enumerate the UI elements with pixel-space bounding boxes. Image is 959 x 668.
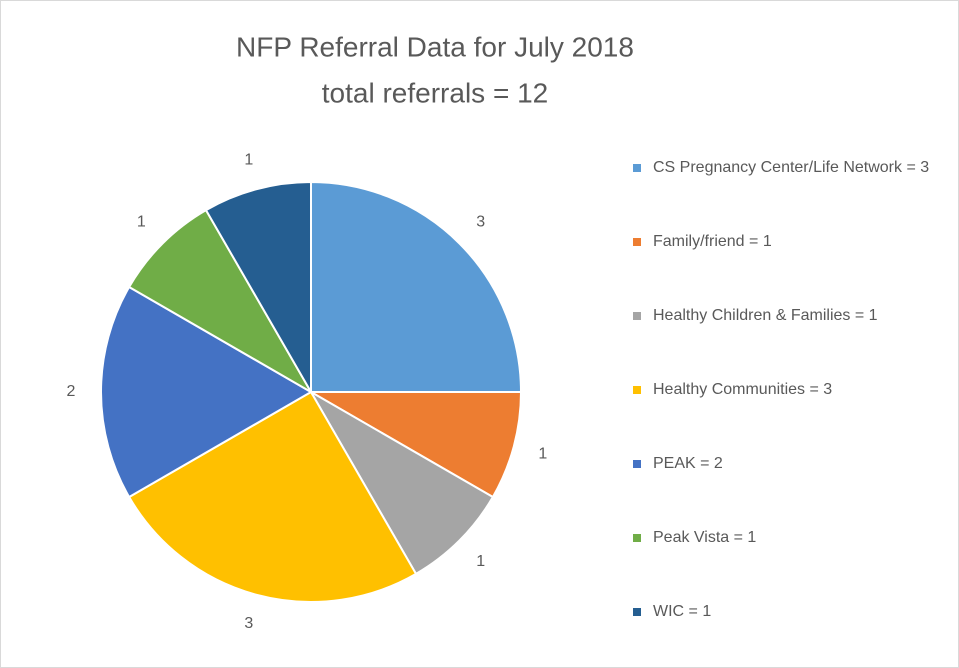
data-label: 2 <box>67 383 76 400</box>
legend-label: Peak Vista = 1 <box>653 529 757 546</box>
data-label: 3 <box>476 214 485 231</box>
legend-swatch <box>633 460 641 468</box>
legend-item: WIC = 1 <box>633 597 948 626</box>
pie-slice <box>307 391 523 499</box>
chart-subtitle: total referrals = 12 <box>322 77 548 108</box>
data-label: 1 <box>476 553 485 570</box>
legend-label: Healthy Children & Families = 1 <box>653 307 878 324</box>
pie-slice <box>308 389 495 576</box>
legend-swatch <box>633 386 641 394</box>
legend-swatch <box>633 608 641 616</box>
legend-label: Family/friend = 1 <box>653 233 772 250</box>
pie-slice <box>127 390 418 603</box>
data-label: 1 <box>244 151 253 168</box>
legend-label: PEAK = 2 <box>653 455 723 472</box>
legend-item: Peak Vista = 1 <box>633 523 948 552</box>
legend-swatch <box>633 534 641 542</box>
legend-label: Healthy Communities = 3 <box>653 381 833 398</box>
legend-item: CS Pregnancy Center/Life Network = 3 <box>633 153 948 182</box>
legend-item: PEAK = 2 <box>633 449 948 478</box>
pie-slice <box>204 180 312 396</box>
chart-title: NFP Referral Data for July 2018 <box>236 31 634 62</box>
pie-slice <box>310 180 523 393</box>
legend-swatch <box>633 164 641 172</box>
data-label: 1 <box>137 214 146 231</box>
pie-slice <box>127 208 314 395</box>
legend-label: WIC = 1 <box>653 603 712 620</box>
legend-swatch <box>633 238 641 246</box>
legend-item: Healthy Communities = 3 <box>633 375 948 404</box>
pie-slice <box>100 285 313 499</box>
legend-swatch <box>633 312 641 320</box>
data-label: 3 <box>244 615 253 632</box>
legend-item: Family/friend = 1 <box>633 227 948 256</box>
data-label: 1 <box>538 445 547 462</box>
pie: 3 1 1 3 2 1 1 <box>67 151 548 632</box>
legend-label: CS Pregnancy Center/Life Network = 3 <box>653 159 930 176</box>
legend-item: Healthy Children & Families = 1 <box>633 301 948 330</box>
